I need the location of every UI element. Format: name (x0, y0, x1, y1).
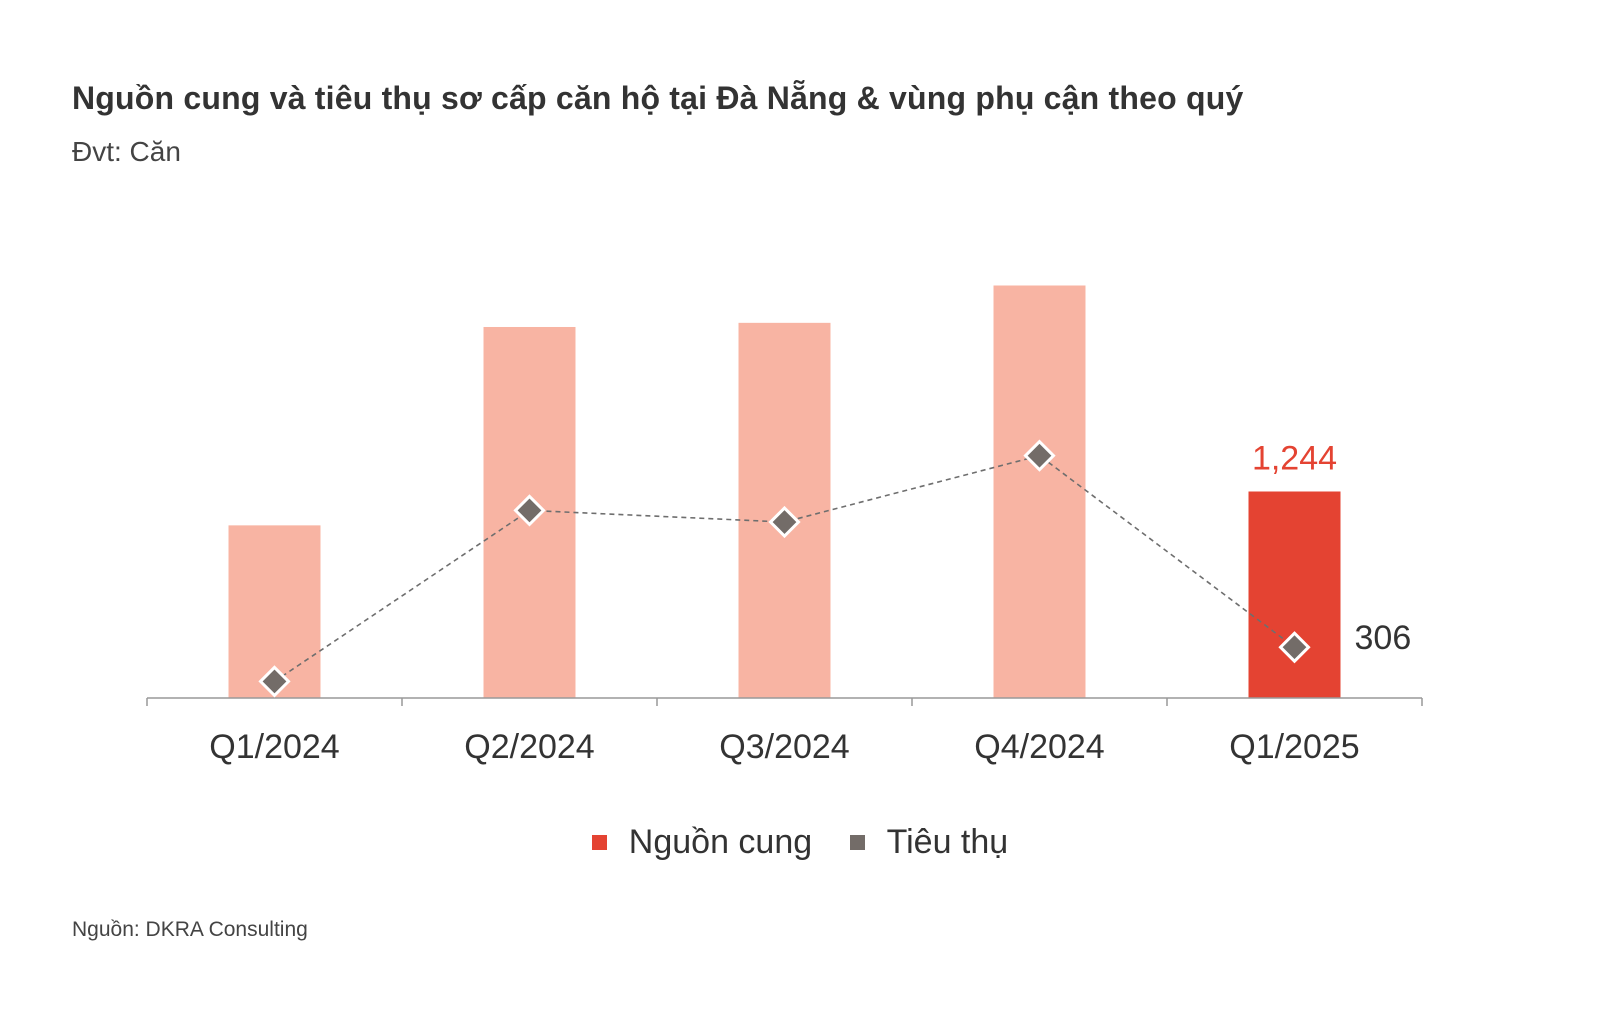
legend-item-supply: Nguồn cung (591, 823, 813, 862)
legend-swatch-supply (591, 835, 607, 850)
marker-consumption-3 (1023, 439, 1056, 472)
legend-label-consumption: Tiêu thụ (886, 823, 1009, 861)
data-label-consumption-last: 306 (1355, 619, 1412, 657)
bar-supply-3 (993, 285, 1086, 698)
legend-swatch-consumption (849, 835, 865, 850)
data-label-supply-last: 1,244 (1252, 439, 1337, 477)
x-tick-label-0: Q1/2024 (209, 728, 339, 766)
bar-supply-4 (1248, 491, 1341, 698)
chart-plot: Q1/2024 Q2/2024 Q3/2024 Q4/2024 Q1/2025 1,244… (146, 285, 1423, 766)
legend-item-consumption: Tiêu thụ (849, 823, 1009, 862)
x-tick-label-1: Q2/2024 (464, 728, 594, 766)
unit-label: Đvt: Căn (72, 136, 181, 167)
x-tick-label-2: Q3/2024 (719, 728, 849, 766)
marker-consumption-2 (768, 505, 801, 539)
chart-title: Nguồn cung và tiêu thụ sơ cấp căn hộ tại… (72, 80, 1244, 116)
legend-label-supply: Nguồn cung (628, 823, 813, 861)
source-note: Nguồn: DKRA Consulting (72, 918, 308, 941)
x-tick-label-3: Q4/2024 (974, 728, 1104, 766)
marker-consumption-0 (258, 665, 291, 698)
marker-consumption-4 (1278, 631, 1311, 664)
chart-legend: Nguồn cung Tiêu thụ (0, 820, 1600, 862)
x-tick-label-4: Q1/2025 (1229, 728, 1359, 766)
marker-consumption-1 (513, 494, 546, 527)
